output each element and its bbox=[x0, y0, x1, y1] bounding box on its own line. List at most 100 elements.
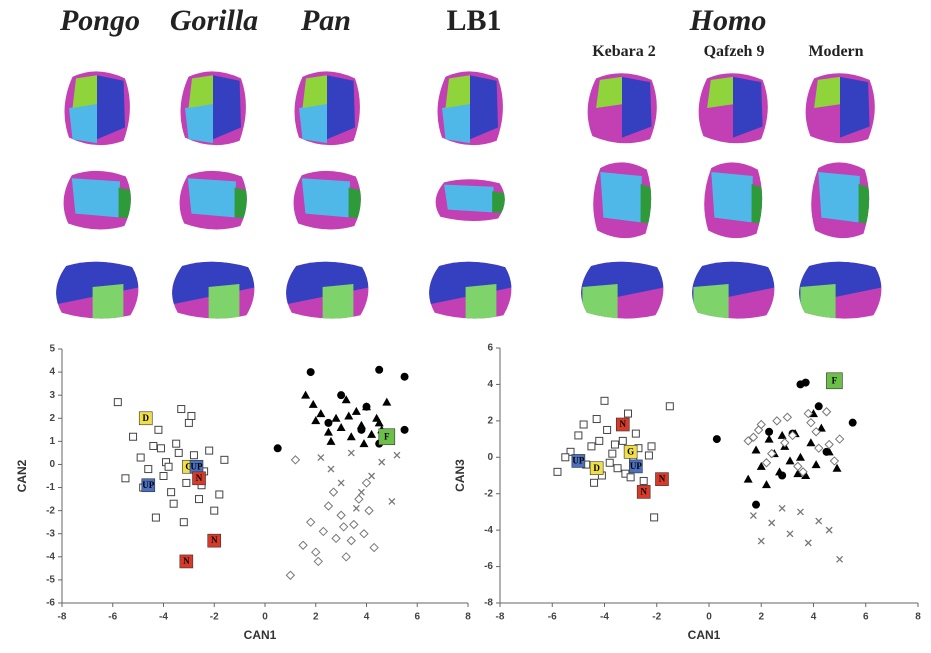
x-tick-label: -8 bbox=[496, 612, 505, 623]
point-square bbox=[129, 432, 138, 441]
bone-facet bbox=[118, 187, 131, 219]
bone bbox=[698, 73, 768, 144]
x-tick-label: 0 bbox=[262, 612, 268, 623]
point-diamond bbox=[829, 456, 840, 466]
point-cross bbox=[337, 479, 345, 487]
bone-facet bbox=[693, 284, 729, 319]
point-diamond bbox=[361, 478, 372, 488]
labeled-point bbox=[655, 472, 669, 486]
bone-facet bbox=[640, 184, 652, 224]
x-tick-label: 2 bbox=[313, 612, 319, 623]
y-tick-label: -6 bbox=[484, 561, 493, 572]
y-tick-label: 0 bbox=[487, 452, 493, 463]
point-circle bbox=[375, 365, 384, 374]
point-triangle bbox=[793, 469, 803, 478]
point-square bbox=[156, 444, 165, 453]
bone-facet bbox=[69, 104, 97, 144]
y-tick-label: 4 bbox=[487, 379, 493, 390]
x-tick-label: -6 bbox=[108, 612, 117, 623]
x-tick-label: 6 bbox=[863, 612, 869, 623]
labeled-point bbox=[378, 428, 396, 446]
point-square bbox=[553, 467, 562, 476]
x-tick-label: -2 bbox=[210, 612, 219, 623]
bone-facet bbox=[818, 172, 860, 223]
point-square bbox=[220, 455, 229, 464]
point-circle bbox=[400, 425, 409, 434]
point-square bbox=[189, 451, 198, 460]
labeled-point-text: N bbox=[620, 419, 627, 429]
point-triangle bbox=[816, 423, 826, 432]
labeled-point bbox=[141, 478, 156, 493]
point-square bbox=[159, 472, 168, 480]
point-square bbox=[144, 465, 153, 474]
bone-facet bbox=[858, 184, 870, 224]
point-triangle bbox=[832, 463, 842, 472]
point-diamond bbox=[369, 542, 379, 553]
bone-facet bbox=[187, 178, 237, 218]
point-diamond bbox=[290, 455, 301, 465]
bone bbox=[581, 261, 664, 319]
point-square bbox=[605, 458, 614, 467]
bone-facet bbox=[322, 284, 354, 319]
bone-facet bbox=[711, 172, 753, 223]
x-tick-label: 4 bbox=[811, 612, 817, 623]
x-tick-label: -4 bbox=[159, 612, 168, 623]
point-cross bbox=[393, 451, 401, 459]
x-tick-label: 8 bbox=[465, 612, 471, 623]
bone-facet bbox=[592, 104, 622, 142]
bone-facet bbox=[733, 76, 763, 138]
x-tick-label: 8 bbox=[915, 612, 921, 623]
point-diamond bbox=[756, 419, 766, 430]
point-diamond bbox=[341, 552, 351, 562]
point-square bbox=[590, 478, 599, 487]
point-diamond bbox=[338, 522, 349, 532]
point-square bbox=[136, 453, 145, 462]
labeled-point-text: N bbox=[211, 535, 218, 545]
bone bbox=[172, 261, 255, 319]
bone-facet bbox=[622, 76, 652, 138]
bone bbox=[286, 261, 369, 319]
x-tick-label: -8 bbox=[58, 612, 67, 623]
genus-label: Homo bbox=[689, 4, 767, 37]
x-tick-label: 2 bbox=[758, 612, 764, 623]
labeled-point bbox=[623, 445, 638, 459]
bone bbox=[429, 261, 512, 319]
labeled-point bbox=[207, 533, 222, 548]
labeled-point-text: N bbox=[659, 474, 666, 484]
specimen-label: Modern bbox=[808, 43, 863, 60]
bone-facet bbox=[97, 75, 125, 140]
genus-label: Pan bbox=[300, 4, 351, 37]
specimen-label: Kebara 2 bbox=[592, 43, 656, 60]
point-diamond bbox=[285, 570, 296, 580]
point-square bbox=[613, 464, 622, 473]
point-circle bbox=[362, 402, 371, 411]
bone-facet bbox=[445, 75, 470, 108]
point-square bbox=[644, 451, 653, 460]
labeled-point bbox=[826, 372, 843, 390]
labeled-point-text: F bbox=[832, 375, 838, 385]
labeled-point-text: UP bbox=[630, 461, 642, 471]
point-square bbox=[650, 513, 659, 522]
point-square bbox=[172, 439, 181, 448]
x-tick-label: -6 bbox=[548, 612, 557, 623]
point-circle bbox=[822, 447, 831, 456]
bone bbox=[587, 73, 657, 144]
point-square bbox=[195, 495, 204, 504]
point-triangle bbox=[801, 471, 811, 479]
x-axis-label: CAN1 bbox=[244, 628, 277, 642]
point-cross bbox=[352, 504, 360, 512]
point-triangle bbox=[761, 480, 771, 489]
point-triangle bbox=[346, 432, 356, 441]
bone-facet bbox=[442, 104, 470, 144]
point-circle bbox=[765, 427, 774, 436]
point-diamond bbox=[834, 434, 845, 444]
genus-label: LB1 bbox=[446, 4, 501, 37]
y-tick-label: -4 bbox=[46, 551, 55, 562]
point-triangle bbox=[777, 430, 787, 439]
y-tick-label: 5 bbox=[49, 344, 55, 355]
labeled-point-text: F bbox=[384, 431, 390, 441]
point-triangle bbox=[341, 395, 351, 404]
bone bbox=[435, 179, 505, 221]
point-square bbox=[624, 409, 633, 418]
point-square bbox=[600, 396, 609, 405]
